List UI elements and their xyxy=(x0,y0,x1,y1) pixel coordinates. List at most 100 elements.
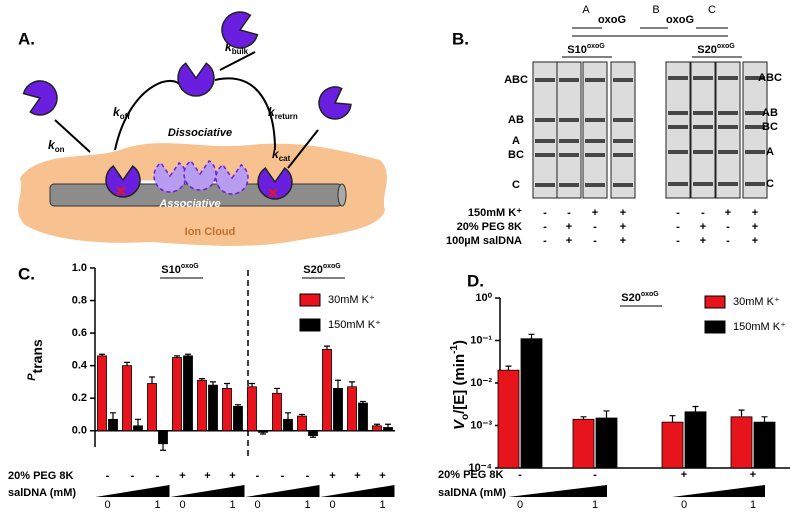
error-bar xyxy=(528,333,535,339)
gel-band xyxy=(718,111,738,115)
y-tick-label: 10⁰ xyxy=(475,292,492,304)
condition-sign: - xyxy=(593,221,597,233)
arrow xyxy=(214,77,276,151)
rate: k xyxy=(48,138,56,152)
bar xyxy=(520,338,543,469)
group-title: S20oxoG xyxy=(303,263,341,276)
gel-lane xyxy=(532,61,558,199)
subtitle-sup: oxoG xyxy=(641,291,659,298)
condition-sign: + xyxy=(700,235,706,247)
error-bar xyxy=(210,381,216,386)
peg-sign: + xyxy=(681,469,687,481)
condition-sign: + xyxy=(725,207,731,219)
bar xyxy=(122,365,132,432)
bar xyxy=(108,418,118,432)
gel-lane xyxy=(610,61,636,199)
condition-sign: - xyxy=(543,207,547,219)
band-label: AB xyxy=(762,107,778,119)
svg-text:koff: koff xyxy=(113,105,130,121)
enzyme xyxy=(215,163,249,195)
bar xyxy=(258,430,268,433)
gel-band xyxy=(693,182,713,186)
error-bar xyxy=(299,413,305,417)
bar xyxy=(147,383,157,432)
gel-band xyxy=(613,153,633,157)
enzyme xyxy=(153,161,187,193)
panel-label: A. xyxy=(18,29,35,48)
arrow xyxy=(287,129,319,169)
subtitle-name: S20 xyxy=(621,292,641,304)
sal-label: 0 xyxy=(517,499,523,511)
label: Ion Cloud xyxy=(185,226,236,238)
condition-sign: - xyxy=(567,207,571,219)
gel-band xyxy=(535,153,555,157)
y-tick-label: 0.2 xyxy=(72,392,87,404)
gel-lane xyxy=(690,61,716,199)
gel-band xyxy=(613,139,633,143)
condition-sign: - xyxy=(676,207,680,219)
peg-sign: + xyxy=(229,470,235,482)
condition-sign: + xyxy=(620,221,626,233)
error-bar xyxy=(335,379,341,389)
label: Dissociative xyxy=(168,127,232,139)
rate: k xyxy=(225,40,233,54)
group-name: S10 xyxy=(161,264,181,276)
enzyme xyxy=(177,62,215,97)
bar xyxy=(595,417,618,469)
enzyme xyxy=(105,165,141,198)
peg-sign: - xyxy=(131,470,135,482)
error-bar xyxy=(199,378,205,381)
bar xyxy=(183,355,193,432)
error-bar xyxy=(603,410,610,419)
sal-label: 0 xyxy=(681,499,687,511)
band-label: ABC xyxy=(504,74,528,86)
rate-sub: cat xyxy=(279,154,291,163)
arrow xyxy=(219,51,256,71)
gel-band xyxy=(535,78,555,82)
sal-label: 0 xyxy=(104,499,110,511)
bar xyxy=(730,416,753,469)
group-title: S10oxoG xyxy=(161,263,199,276)
condition-label: 150mM K⁺ xyxy=(468,207,522,219)
sal-label: 0 xyxy=(329,499,335,511)
error-bar xyxy=(669,415,676,423)
condition-sign: - xyxy=(543,235,547,247)
substrate: B xyxy=(652,4,659,16)
gel-title: S10 xyxy=(567,44,587,56)
rate-sub: bulk xyxy=(232,47,249,56)
svg-text:kcat: kcat xyxy=(272,147,291,163)
lesion xyxy=(116,186,126,196)
y-tick-label: 10⁻² xyxy=(470,377,492,389)
sal-label: 1 xyxy=(304,499,310,511)
bar xyxy=(172,357,182,432)
gel-title-sup: oxoG xyxy=(587,43,605,50)
ramp xyxy=(508,485,607,497)
enzyme xyxy=(257,167,293,200)
row-label: 20% PEG 8K xyxy=(438,469,503,481)
peg-sign: - xyxy=(106,470,110,482)
gel-band xyxy=(585,78,605,82)
row-label: 20% PEG 8K xyxy=(8,470,73,482)
error-bar xyxy=(110,412,116,420)
sal-label: 1 xyxy=(229,499,235,511)
enzyme xyxy=(318,86,352,120)
bar xyxy=(158,430,168,445)
bar xyxy=(684,411,707,469)
condition-sign: + xyxy=(620,235,626,247)
band-label: A xyxy=(766,146,774,158)
y-tick-label: 0.4 xyxy=(72,360,88,372)
legend-swatch xyxy=(704,320,726,334)
error-bar xyxy=(374,423,380,426)
gel-band xyxy=(668,182,688,186)
peg-sign: + xyxy=(204,470,210,482)
row-label: salDNA (mM) xyxy=(438,487,506,499)
band-label: BC xyxy=(762,121,778,133)
panel-label: D. xyxy=(467,271,484,290)
legend-label: 30mM K⁺ xyxy=(733,296,780,308)
bar xyxy=(297,415,307,432)
y-axis-title-part: o xyxy=(460,414,471,420)
y-axis-title-part: /[E] (min xyxy=(451,354,468,414)
rate-sub: off xyxy=(120,112,131,121)
band-label: A xyxy=(512,135,520,147)
gel-lane xyxy=(715,61,741,199)
